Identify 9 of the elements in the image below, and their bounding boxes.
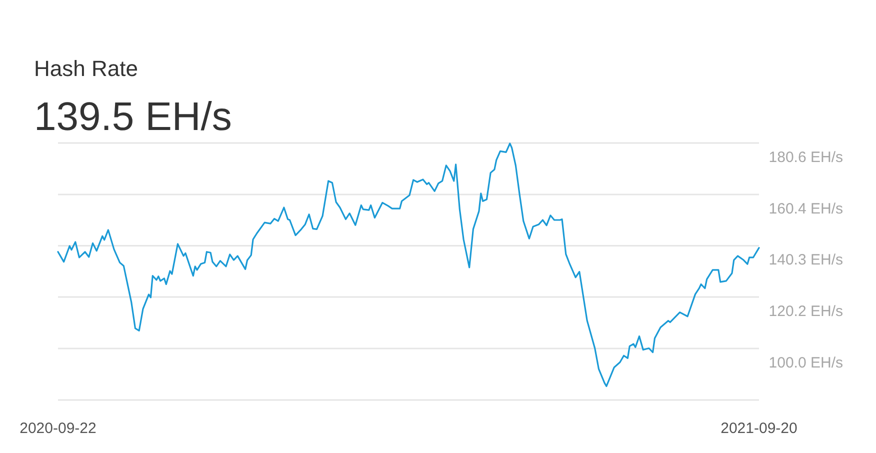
chart-subtitle: 139.5 EH/s [34,95,232,139]
y-tick-label: 140.3 EH/s [768,252,843,269]
chart-title: Hash Rate [34,56,138,81]
y-tick-label: 160.4 EH/s [768,200,843,218]
y-tick-label: 120.2 EH/s [768,302,843,320]
x-tick-label: 2021-09-20 [720,420,798,437]
y-tick-label: 180.6 EH/s [768,149,843,166]
y-tick-label: 100.0 EH/s [768,354,843,372]
x-tick-label: 2020-09-22 [20,420,96,437]
